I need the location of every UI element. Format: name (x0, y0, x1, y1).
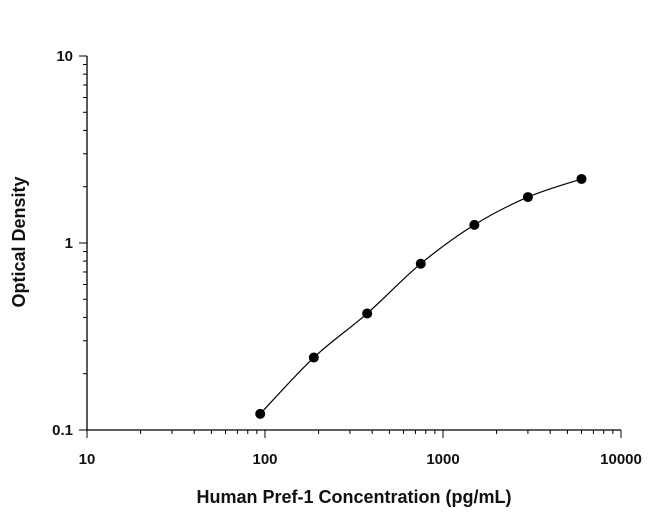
data-point (308, 352, 319, 363)
y-tick-label: 0.1 (52, 422, 73, 439)
tick-labels: 10 100 1000 10000 0.1 1 10 (52, 48, 642, 468)
x-tick-label: 10 (79, 451, 96, 468)
data-point (576, 173, 587, 184)
data-point (469, 219, 480, 230)
y-tick-label: 1 (65, 235, 73, 252)
data-point (522, 192, 533, 203)
x-tick-label: 10000 (600, 451, 642, 468)
x-tick-label: 100 (252, 451, 277, 468)
y-tick-label: 10 (56, 48, 73, 65)
data-point (362, 308, 373, 319)
data-points (255, 173, 587, 419)
axes (86, 56, 621, 431)
x-axis-title: Human Pref-1 Concentration (pg/mL) (196, 487, 511, 507)
fit-curve (259, 178, 582, 415)
data-point (255, 408, 266, 419)
y-axis-title: Optical Density (9, 176, 29, 307)
ticks (79, 55, 622, 438)
data-point (415, 258, 426, 269)
x-tick-label: 1000 (426, 451, 459, 468)
